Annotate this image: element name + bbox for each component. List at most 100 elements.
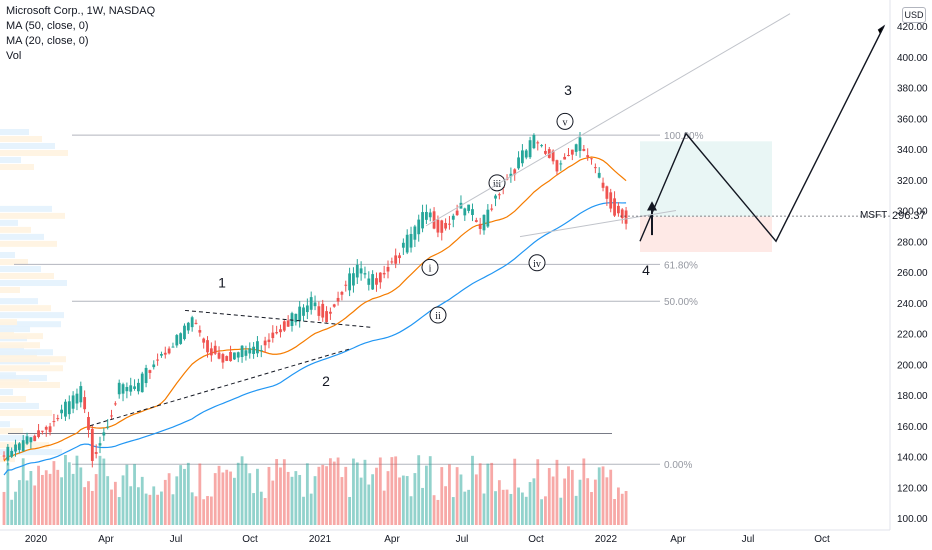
candle-body — [33, 435, 37, 442]
candle-body — [325, 311, 328, 323]
fib-label: 0.00% — [664, 460, 692, 471]
candle-body — [240, 345, 244, 358]
candle-body — [463, 208, 467, 216]
candle-body — [206, 340, 209, 353]
volume-bar — [33, 485, 37, 525]
candle-body — [160, 353, 163, 356]
volume-bar — [386, 471, 390, 525]
volume-bar — [290, 476, 294, 525]
candle-body — [286, 320, 290, 327]
volume-bar — [590, 492, 593, 525]
candle-body — [340, 291, 344, 295]
volume-bar — [133, 464, 136, 525]
candle-body — [613, 198, 616, 216]
volume-bar — [10, 499, 14, 525]
ma50-line — [3, 202, 627, 476]
profile-bar — [0, 219, 18, 226]
candle-body — [593, 167, 597, 169]
candle-body — [144, 367, 148, 384]
volume-bar — [240, 456, 244, 525]
legend-ma50[interactable]: MA (50, close, 0) — [6, 20, 89, 32]
candle-body — [60, 409, 63, 414]
fib-levels: 100.00% 61.80% 50.00% 0.00% — [8, 131, 704, 471]
volume-bar — [194, 496, 198, 525]
candle-body — [582, 148, 586, 151]
candle-body — [248, 348, 252, 354]
wave-label: 3 — [564, 82, 572, 98]
candle-body — [428, 212, 432, 218]
volume-bar — [171, 494, 175, 525]
wave-label: 4 — [642, 262, 650, 278]
candle-body — [140, 373, 144, 393]
candle-body — [605, 186, 609, 199]
profile-bar — [0, 259, 28, 265]
profile-bar — [0, 305, 51, 312]
candle-body — [294, 313, 298, 323]
candle-body — [198, 330, 202, 333]
y-tick-label: 300.00 — [897, 207, 928, 218]
volume-bar — [244, 463, 248, 525]
volume-bar — [620, 493, 624, 525]
candle-body — [64, 401, 67, 417]
candle-body — [117, 382, 121, 395]
volume-bars — [2, 455, 628, 525]
volume-bar — [94, 474, 98, 525]
profile-bar — [0, 273, 54, 279]
volume-bar — [390, 457, 394, 525]
candle-body — [183, 325, 186, 340]
candle-body — [309, 297, 313, 310]
volume-bar — [6, 463, 10, 525]
candle-body — [398, 255, 401, 259]
candle-body — [90, 428, 94, 461]
candle-body — [121, 384, 125, 394]
volume-bar — [509, 493, 513, 525]
legend-vol[interactable]: Vol — [6, 50, 22, 62]
candle-body — [521, 150, 524, 164]
volume-bar — [332, 461, 336, 525]
profile-bar — [0, 226, 31, 233]
candle-body — [451, 215, 455, 220]
volume-bar — [582, 458, 586, 525]
legend-ma20[interactable]: MA (20, close, 0) — [6, 35, 89, 47]
profile-bar — [0, 321, 61, 328]
candle-body — [87, 417, 90, 430]
volume-bar — [225, 469, 229, 525]
profile-bar — [0, 252, 15, 258]
candle-body — [152, 364, 156, 368]
candle-body — [17, 443, 21, 450]
candle-body — [440, 220, 444, 233]
legend-symbol[interactable]: Microsoft Corp., 1W, NASDAQ — [6, 5, 156, 17]
volume-bar — [544, 496, 547, 525]
volume-bar — [113, 481, 117, 525]
candle-body — [171, 346, 175, 348]
volume-bar — [401, 475, 405, 525]
volume-bar — [144, 493, 148, 525]
volume-bar — [163, 479, 167, 525]
candle-body — [209, 348, 213, 356]
y-tick-label: 140.00 — [897, 453, 928, 464]
candle-body — [156, 359, 159, 361]
volume-bar — [56, 469, 60, 525]
candle-body — [513, 169, 517, 175]
volume-bar — [570, 469, 574, 525]
volume-bar — [233, 477, 236, 525]
candle-body — [113, 403, 117, 405]
currency-badge[interactable]: USD — [902, 7, 926, 23]
candle-body — [244, 350, 248, 356]
x-tick-label: Oct — [814, 534, 830, 545]
volume-bar — [463, 491, 467, 525]
volume-bar — [413, 473, 417, 525]
candle-body — [48, 426, 52, 433]
candle-body — [56, 418, 60, 420]
candle-body — [536, 142, 540, 144]
candle-body — [371, 274, 375, 290]
volume-bar — [267, 466, 271, 525]
volume-bar — [524, 496, 528, 525]
candle-body — [83, 397, 87, 410]
volume-bar — [279, 467, 282, 525]
candle-body — [217, 352, 221, 359]
volume-bar — [90, 490, 94, 525]
y-tick-label: 260.00 — [897, 268, 928, 279]
volume-bar — [467, 489, 471, 525]
